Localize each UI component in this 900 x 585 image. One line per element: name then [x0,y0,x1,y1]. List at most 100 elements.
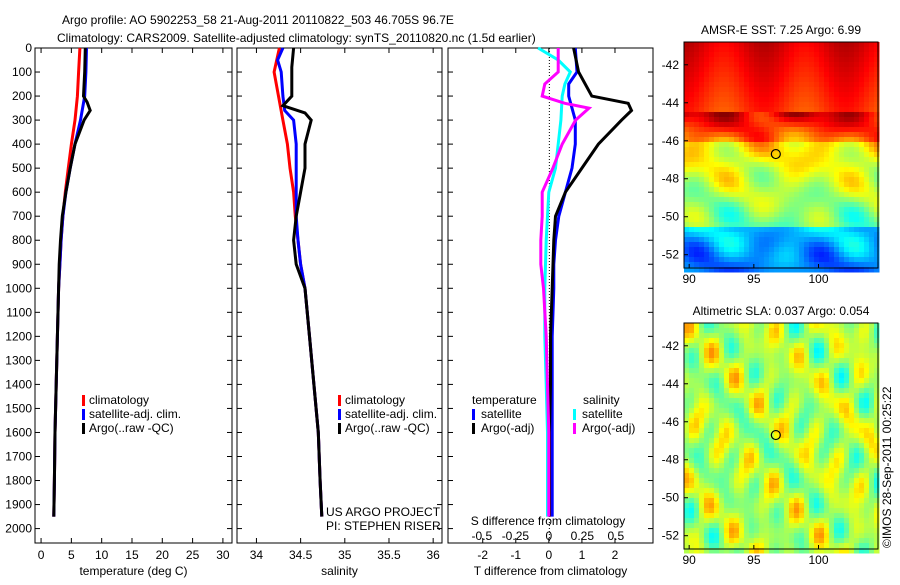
map-cell [684,242,690,248]
map-cell [684,348,690,354]
map-cell [779,418,785,424]
map-cell [749,147,755,153]
map-cell [839,97,845,103]
map-cell [774,117,780,123]
map-cell [699,47,705,53]
map-cell [729,252,735,258]
map-cell [774,373,780,379]
map-cell [789,483,795,489]
map-cell [744,328,750,334]
map-cell [869,528,875,534]
map-cell [829,227,835,233]
legend-swatch [573,423,576,434]
map-cell [844,338,850,344]
s-tick-label: 0.25 [571,529,595,543]
x-tick-label: 2 [612,548,619,562]
map-cell [799,383,805,389]
map-cell [834,493,840,499]
map-cell [719,353,725,359]
map-cell [754,443,760,449]
map-cell [829,538,835,544]
map-cell [689,523,695,529]
map-cell [719,423,725,429]
map-cell [799,172,805,178]
map-cell [699,528,705,534]
map-cell [864,393,870,399]
map-cell [819,157,825,163]
map-cell [739,528,745,534]
map-cell [684,42,690,48]
map-cell [844,212,850,218]
map-cell [689,122,695,128]
map-cell [824,338,830,344]
map-cell [709,353,715,359]
map-cell [719,388,725,394]
map-cell [734,47,740,53]
map-cell [694,167,700,173]
legend-salinity-title: salinity [583,393,620,407]
map-cell [834,503,840,509]
map-cell [754,257,760,263]
map-cell [739,348,745,354]
map-cell [689,112,695,118]
map-cell [839,403,845,409]
map-cell [859,257,865,263]
map-cell [709,413,715,419]
map-cell [789,368,795,374]
map-cell [719,262,725,268]
map-cell [779,147,785,153]
map-cell [689,528,695,534]
map-cell [804,543,810,549]
map-cell [739,202,745,208]
map-cell [684,418,690,424]
series-line-satellite-adj-clim- [276,47,324,517]
map-cell [769,418,775,424]
map-cell [809,363,815,369]
map-cell [749,338,755,344]
map-cell [714,77,720,83]
map-cell [824,227,830,233]
map-cell [684,112,690,118]
map-cell [834,222,840,228]
map-cell [794,137,800,143]
map-cell [729,533,735,539]
map-cell [844,393,850,399]
map-cell [859,247,865,253]
map-cell [729,358,735,364]
map-cell [719,167,725,173]
map-cell [784,383,790,389]
map-cell [774,112,780,118]
map-cell [744,167,750,173]
map-cell [724,67,730,73]
map-cell [794,528,800,534]
map-cell [859,267,865,273]
map-cell [814,543,820,549]
map-cell [719,207,725,213]
map-cell [759,62,765,68]
map-cell [824,92,830,98]
map-cell [704,132,710,138]
map-cell [689,443,695,449]
map-cell [754,373,760,379]
zero-line-dot [548,156,550,157]
map-cell [704,348,710,354]
map-cell [719,127,725,133]
map-cell [864,122,870,128]
map-cell [784,378,790,384]
map-cell [774,408,780,414]
map-cell [829,87,835,93]
map-cell [869,137,875,143]
map-cell [759,172,765,178]
map-cell [819,453,825,459]
map-cell [829,373,835,379]
map-cell [789,413,795,419]
map-cell [849,182,855,188]
map-cell [694,388,700,394]
y-tick-label: 700 [12,209,32,223]
map-cell [744,493,750,499]
map-cell [834,438,840,444]
zero-line-dot [548,273,550,274]
map-cell [794,247,800,253]
map-cell [864,127,870,133]
map-cell [784,257,790,263]
